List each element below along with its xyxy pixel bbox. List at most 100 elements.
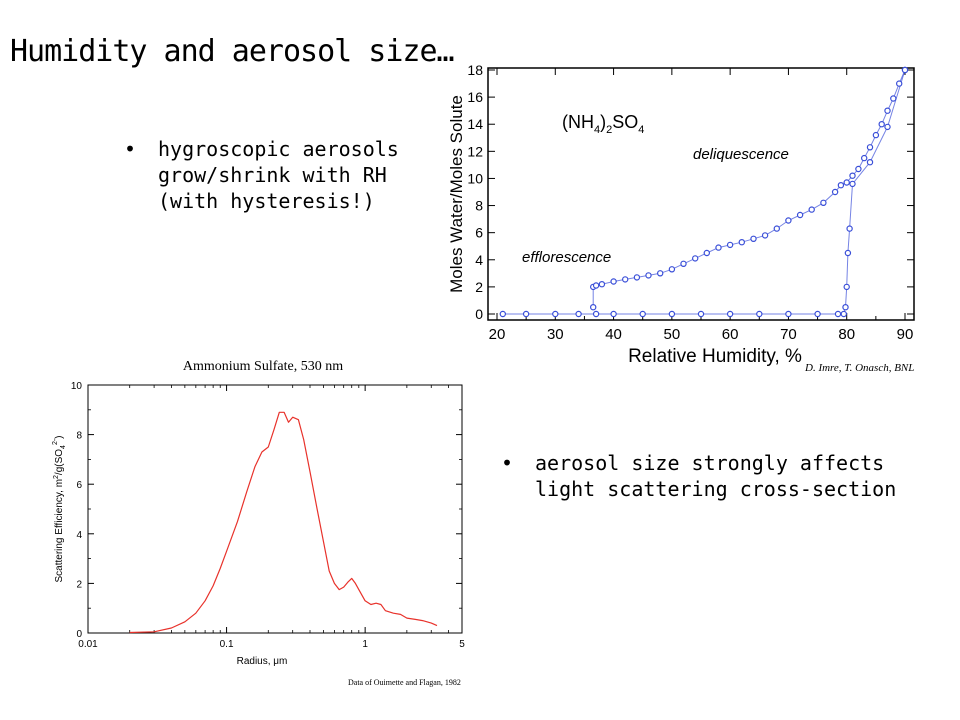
chart1-data-point — [592, 282, 600, 289]
chart1-data-point — [785, 217, 792, 224]
chart1-x-tick-label: 90 — [897, 326, 914, 343]
chart1-data-point — [842, 304, 849, 311]
chart1-data-point — [855, 165, 862, 173]
chart1-data-point — [861, 154, 868, 162]
chart1-data-point — [592, 310, 600, 318]
bullet1-line1: hygroscopic aerosols — [158, 137, 399, 161]
chart1-plot-frame — [487, 67, 915, 321]
chart1-data-point — [808, 206, 815, 213]
chart1-data-point — [840, 310, 848, 318]
chart1-data-point — [715, 244, 722, 251]
chart1-x-tick-label: 80 — [838, 326, 855, 343]
chart1-data-point — [866, 144, 874, 151]
chart1-data-point — [884, 123, 891, 131]
chart1-y-axis-label: Moles Water/Moles Solute — [447, 95, 466, 293]
chart1-data-point — [622, 276, 629, 283]
bullet-dot: • — [124, 137, 137, 161]
chart1-compound-sub1: 4 — [594, 124, 600, 136]
chart1-data-point — [633, 274, 641, 281]
chart1-deliquescence-annotation: deliquescence — [693, 146, 789, 163]
chart1-data-point — [890, 95, 897, 102]
chart1-x-tick-label: 60 — [722, 326, 739, 343]
bullet-hygroscopic: • hygroscopic aerosols grow/shrink with … — [124, 136, 399, 214]
bullet1-line3: (with hysteresis!) — [158, 189, 375, 213]
chart1-data-point — [756, 310, 763, 318]
chart1-data-point — [645, 272, 652, 279]
chart1-data-point — [843, 283, 850, 291]
chart1-data-point — [610, 278, 617, 285]
chart1-data-point — [901, 66, 909, 74]
chart1-compound-part2: ) — [600, 112, 606, 132]
chart1-y-tick-label: 4 — [475, 252, 483, 268]
chart1-compound-part3: SO — [612, 112, 638, 132]
chart1-data-point — [575, 310, 582, 318]
chart1-y-tick-label: 16 — [467, 89, 483, 105]
chart1-data-point — [785, 310, 792, 318]
chart1-data-point — [750, 235, 757, 242]
chart1-data-point — [834, 310, 842, 318]
chart1-data-point — [884, 107, 891, 114]
chart1-data-point — [697, 310, 705, 318]
chart1-data-point — [831, 188, 839, 196]
chart1-y-tick-label: 12 — [467, 143, 483, 159]
bullet-scattering: • aerosol size strongly affects light sc… — [501, 450, 897, 502]
chart1-data-point — [726, 310, 734, 318]
chart1-x-tick-label: 70 — [780, 326, 797, 343]
chart1-data-point — [896, 80, 903, 87]
chart1-data-point — [668, 266, 676, 273]
chart1-data-point — [761, 232, 769, 239]
chart1-data-point — [796, 211, 804, 219]
chart1-credit: D. Imre, T. Onasch, BNL — [805, 362, 915, 374]
bullet2-line1: aerosol size strongly affects — [535, 451, 885, 475]
slide-title: Humidity and aerosol size… — [10, 34, 455, 69]
chart1-compound-part1: (NH — [562, 112, 594, 132]
chart1-x-tick-label: 30 — [547, 326, 564, 343]
chart1-data-point — [837, 181, 845, 189]
chart1-data-point — [668, 310, 676, 318]
chart1-y-tick-label: 2 — [475, 279, 483, 295]
chart1-data-point — [773, 225, 781, 232]
chart1-data-point — [657, 270, 664, 277]
chart1-data-point — [522, 310, 530, 318]
chart1-x-axis-label: Relative Humidity, % — [628, 346, 802, 367]
chart1-data-point — [726, 241, 734, 249]
chart1-series-line-0 — [502, 69, 906, 315]
chart1-y-tick-label: 8 — [475, 198, 483, 214]
chart1-x-tick-label: 20 — [489, 326, 506, 343]
chart1-data-point — [843, 179, 850, 186]
chart1-data-point — [820, 199, 827, 206]
chart1-data-point — [866, 158, 874, 166]
chart1-data-point — [844, 249, 852, 257]
chart1-data-point — [872, 131, 880, 139]
chart1-compound-sub3: 4 — [638, 124, 644, 136]
chart1-series-line-1 — [592, 69, 906, 308]
chart1-data-point — [878, 120, 885, 128]
chart1-data-point — [499, 310, 506, 318]
chart1-y-tick-label: 0 — [475, 306, 483, 322]
bullet2-line2: light scattering cross-section — [535, 477, 897, 501]
chart1-y-tick-label: 6 — [475, 225, 483, 241]
chart1-x-tick-label: 40 — [605, 326, 622, 343]
chart1-data-point — [552, 310, 559, 318]
chart2-credit: Data of Ouimette and Flagan, 1982 — [348, 678, 461, 687]
chart1-data-point — [590, 304, 597, 311]
chart1-compound-sub2: 2 — [606, 124, 612, 136]
chart1-y-tick-label: 18 — [467, 62, 483, 78]
chart1-data-point — [849, 180, 856, 188]
bullet-dot: • — [501, 451, 514, 475]
chart1-y-tick-label: 10 — [467, 170, 483, 186]
chart1-y-tick-label: 14 — [467, 116, 483, 132]
bullet1-line2: grow/shrink with RH — [158, 163, 387, 187]
chart1-data-point — [703, 249, 711, 257]
chart1-data-point — [814, 310, 821, 318]
chart1-data-point — [598, 281, 606, 288]
chart1-data-point — [846, 225, 853, 232]
chart1-data-point — [610, 310, 617, 318]
chart1-compound-label: (NH4)2SO4 — [562, 112, 644, 136]
chart1-efflorescence-annotation: efflorescence — [522, 249, 611, 266]
chart1-data-point — [738, 238, 746, 246]
chart1-data-point — [692, 255, 699, 262]
chart1-data-point — [849, 172, 856, 179]
chart1-x-tick-label: 50 — [664, 326, 681, 343]
